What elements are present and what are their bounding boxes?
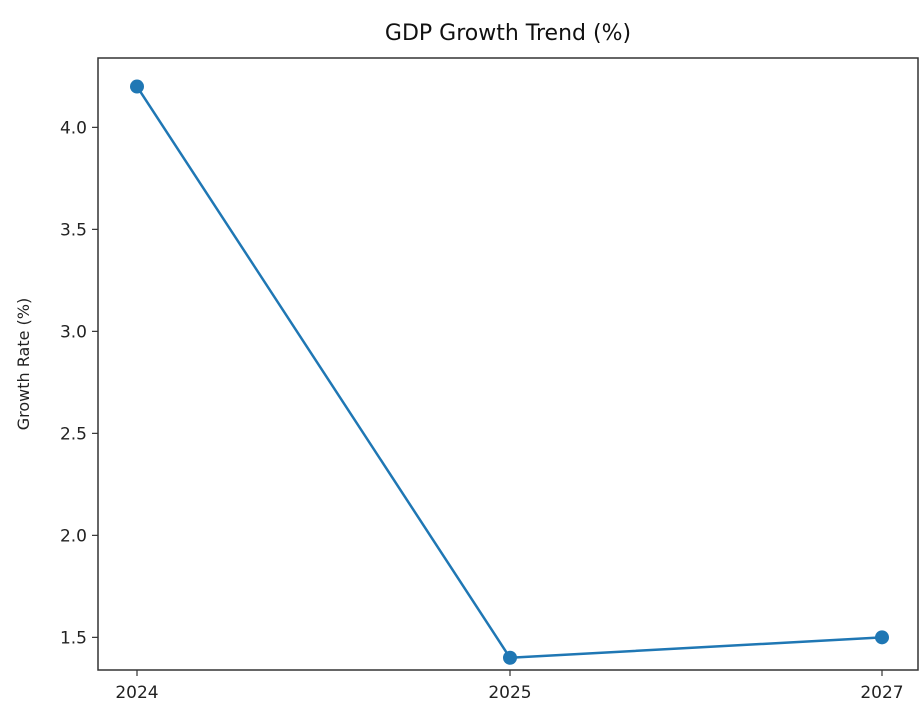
data-point <box>875 630 889 645</box>
x-tick-label: 2025 <box>488 683 531 703</box>
y-tick-label: 2.0 <box>60 526 87 546</box>
y-axis-label: Growth Rate (%) <box>14 298 33 430</box>
y-tick-label: 4.0 <box>60 118 87 138</box>
x-tick-label: 2024 <box>115 683 158 703</box>
x-tick-label: 2027 <box>860 683 903 703</box>
series-line <box>135 85 883 660</box>
y-tick-label: 1.5 <box>60 628 87 648</box>
data-point <box>503 650 517 665</box>
data-point <box>130 79 144 94</box>
plot-area <box>97 57 919 671</box>
y-tick-label: 2.5 <box>60 424 87 444</box>
series-group <box>130 79 889 665</box>
x-axis: 2024 2025 2027 <box>115 670 904 703</box>
y-tick-label: 3.0 <box>60 322 87 342</box>
y-axis: 1.5 2.0 2.5 3.0 3.5 4.0 <box>60 118 98 648</box>
chart-title: GDP Growth Trend (%) <box>385 21 631 46</box>
y-tick-label: 3.5 <box>60 220 87 240</box>
